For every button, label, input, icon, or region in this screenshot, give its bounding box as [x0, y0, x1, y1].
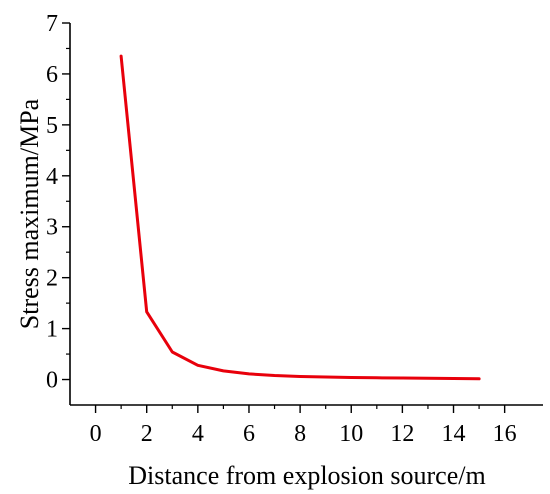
y-tick-label: 4 [46, 164, 58, 190]
x-tick-label: 4 [192, 421, 204, 447]
axis-labels: Distance from explosion source/m Stress … [15, 98, 486, 490]
y-tick-label: 1 [46, 317, 58, 343]
x-tick-label: 0 [90, 421, 102, 447]
x-tick-label: 14 [442, 421, 466, 447]
y-tick-label: 6 [46, 62, 58, 88]
y-tick-label: 0 [46, 368, 58, 394]
series-line-stress [119, 54, 481, 381]
x-axis-title: Distance from explosion source/m [128, 461, 485, 490]
y-axis-title: Stress maximum/MPa [15, 98, 44, 329]
x-tick-label: 10 [339, 421, 363, 447]
y-tick-label: 2 [46, 266, 58, 292]
x-tick-label: 8 [294, 421, 306, 447]
y-tick-label: 5 [46, 113, 58, 139]
x-tick-label: 2 [141, 421, 153, 447]
x-tick-label: 12 [390, 421, 414, 447]
plot-series [119, 54, 481, 381]
x-tick-label: 6 [243, 421, 255, 447]
y-tick-label: 3 [46, 215, 58, 241]
y-tick-label: 7 [46, 11, 58, 37]
x-tick-label: 16 [493, 421, 517, 447]
